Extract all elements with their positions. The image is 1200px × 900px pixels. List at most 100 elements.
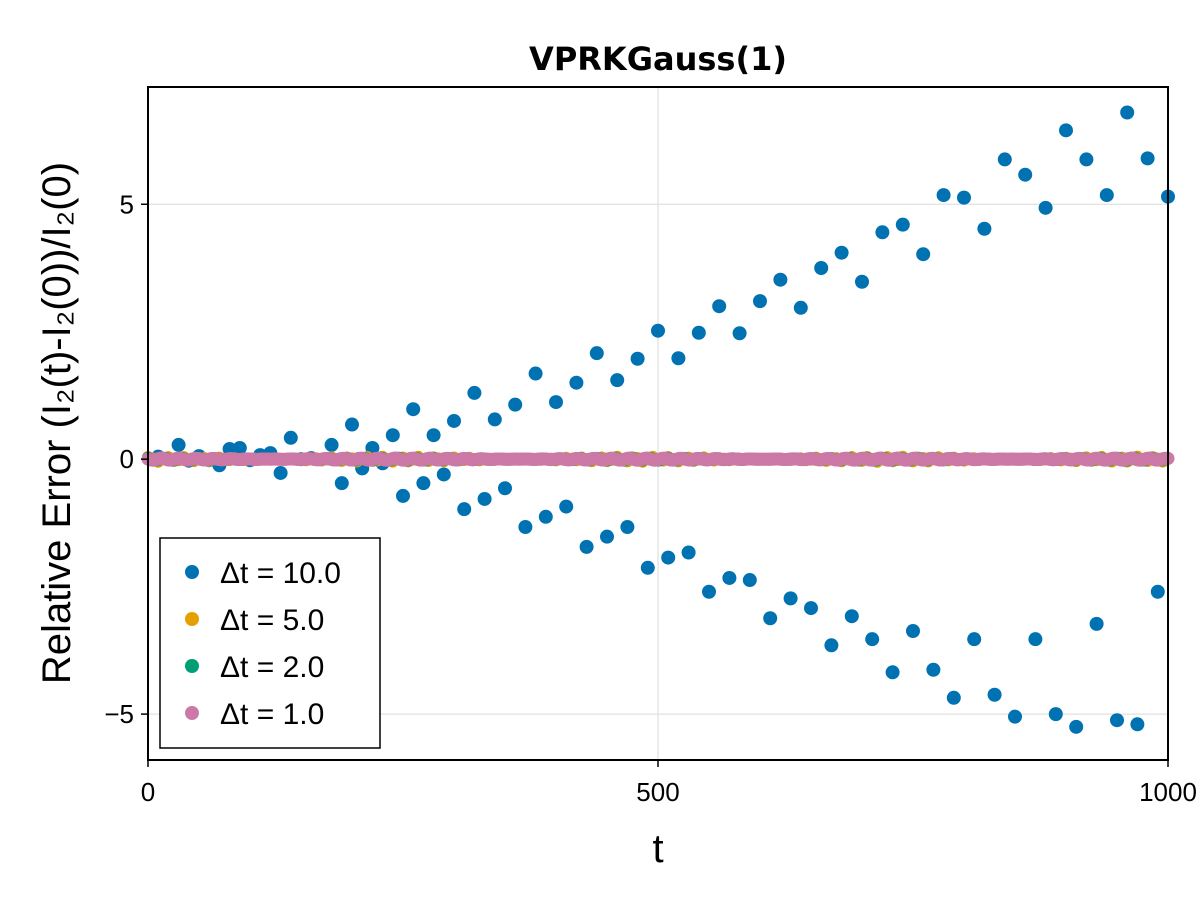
data-point (783, 591, 798, 606)
legend-marker-dt2 (185, 659, 199, 673)
data-point (467, 385, 482, 400)
data-point (814, 260, 829, 275)
data-point (528, 366, 543, 381)
data-point (1130, 717, 1145, 732)
data-point (661, 550, 676, 565)
data-point (477, 491, 492, 506)
data-point (875, 225, 890, 240)
data-point (171, 437, 186, 452)
series-layer (141, 105, 1175, 734)
data-point (487, 412, 502, 427)
data-point (283, 430, 298, 445)
data-point (681, 545, 696, 560)
x-tick-label: 500 (636, 777, 679, 807)
series-4 (141, 451, 1175, 467)
data-point (916, 247, 931, 262)
data-point (1028, 632, 1043, 647)
data-point (640, 560, 655, 575)
data-point (1069, 719, 1084, 734)
data-point (977, 221, 992, 236)
x-axis-label: t (652, 827, 663, 871)
data-point (906, 624, 920, 639)
data-point (855, 274, 869, 289)
ticks: 0 500 1000 −5 0 5 (104, 189, 1197, 807)
data-point (1099, 188, 1114, 203)
data-point (1089, 616, 1104, 631)
data-point (1110, 713, 1124, 728)
data-point (773, 272, 788, 287)
data-point (457, 502, 472, 517)
data-point (498, 481, 512, 496)
legend-label-dt5: Δt = 5.0 (220, 604, 324, 637)
data-point (600, 529, 614, 544)
data-point (793, 300, 808, 315)
data-point (691, 325, 706, 340)
data-point (712, 299, 727, 314)
data-point (1008, 709, 1022, 724)
data-point (865, 632, 880, 647)
data-point (722, 570, 737, 585)
y-tick-label: 0 (120, 444, 134, 474)
data-point (334, 476, 349, 491)
legend-marker-dt10 (185, 565, 199, 579)
x-tick-label: 1000 (1139, 777, 1197, 807)
data-point (538, 509, 553, 524)
data-point (579, 539, 594, 554)
data-point (824, 638, 839, 653)
data-point (936, 188, 951, 203)
data-point (345, 417, 359, 432)
data-point (885, 665, 900, 680)
data-point (844, 609, 859, 624)
data-point (610, 373, 625, 388)
data-point (273, 465, 288, 480)
data-point (1120, 105, 1135, 120)
data-point (406, 402, 421, 417)
data-point (987, 687, 1002, 702)
y-axis-label: Relative Error (I₂(t)-I₂(0))/I₂(0) (35, 162, 79, 684)
data-point (1079, 152, 1094, 167)
data-point (651, 323, 665, 338)
data-point (834, 245, 849, 260)
data-point (1018, 167, 1033, 182)
legend-marker-dt1 (185, 706, 199, 720)
data-point (232, 440, 247, 455)
legend-label-dt1: Δt = 1.0 (220, 698, 324, 731)
data-point (508, 397, 523, 412)
x-tick-label: 0 (141, 777, 155, 807)
data-point (946, 690, 961, 705)
legend-marker-dt5 (185, 612, 199, 626)
data-point (518, 519, 533, 534)
data-point (620, 519, 635, 534)
legend-label-dt10: Δt = 10.0 (220, 557, 341, 590)
data-point (589, 346, 604, 361)
data-point (895, 217, 910, 232)
data-point (436, 467, 451, 482)
data-point (385, 428, 400, 443)
data-point (1150, 584, 1165, 599)
data-point (957, 190, 971, 205)
data-point (1059, 123, 1073, 138)
data-point (997, 152, 1012, 167)
data-point (426, 428, 441, 443)
data-point (1140, 151, 1155, 166)
data-point (1038, 200, 1053, 215)
data-point (416, 476, 431, 491)
chart-title: VPRKGauss(1) (529, 40, 787, 78)
data-point (732, 326, 747, 341)
data-point (967, 632, 982, 647)
data-point (926, 662, 941, 677)
legend: Δt = 10.0 Δt = 5.0 Δt = 2.0 Δt = 1.0 (159, 537, 381, 749)
legend-label-dt2: Δt = 2.0 (220, 651, 324, 684)
data-point (569, 375, 584, 390)
y-tick-label: −5 (104, 699, 134, 729)
data-point (753, 294, 767, 309)
data-point (447, 413, 461, 428)
y-tick-label: 5 (120, 189, 134, 219)
data-point (630, 351, 645, 366)
data-point (559, 499, 574, 514)
data-point (324, 437, 339, 452)
data-point (804, 601, 818, 616)
data-point (702, 584, 716, 599)
data-point (1048, 707, 1063, 722)
